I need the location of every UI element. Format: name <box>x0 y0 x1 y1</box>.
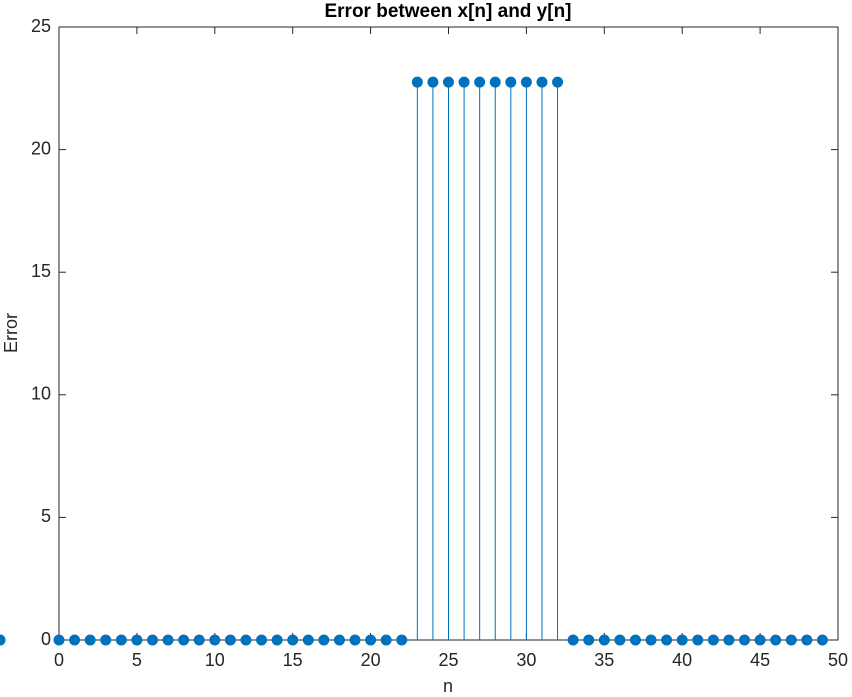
stem-marker <box>552 76 564 88</box>
stem-marker <box>396 634 408 646</box>
stem-marker <box>427 76 439 88</box>
stem-marker <box>53 634 65 646</box>
stem-marker <box>178 634 190 646</box>
stem-marker <box>692 634 704 646</box>
x-axis-label: n <box>443 676 453 696</box>
x-tick-label: 40 <box>672 650 692 670</box>
stem-marker <box>629 634 641 646</box>
stem-marker <box>100 634 112 646</box>
x-tick-label: 15 <box>283 650 303 670</box>
y-tick-label: 15 <box>31 261 51 281</box>
stem-marker <box>816 634 828 646</box>
stem-marker <box>193 634 205 646</box>
x-tick-label: 5 <box>132 650 142 670</box>
stem-marker <box>349 634 361 646</box>
x-tick-label: 50 <box>828 650 848 670</box>
stem-marker <box>458 76 470 88</box>
x-tick-label: 20 <box>361 650 381 670</box>
stem-marker <box>115 634 127 646</box>
y-tick-label: 0 <box>41 629 51 649</box>
stem-marker <box>302 634 314 646</box>
stem-marker <box>661 634 673 646</box>
y-tick-label: 20 <box>31 138 51 158</box>
x-tick-label: 25 <box>438 650 458 670</box>
stem-marker <box>676 634 688 646</box>
y-tick-label: 25 <box>31 16 51 36</box>
stem-marker <box>770 634 782 646</box>
stem-marker <box>224 634 236 646</box>
stem-marker <box>0 634 6 646</box>
stem-marker <box>645 634 657 646</box>
stem-marker <box>146 634 158 646</box>
stem-marker <box>256 634 268 646</box>
y-tick-label: 10 <box>31 384 51 404</box>
stem-marker <box>411 76 423 88</box>
stem-marker <box>443 76 454 88</box>
x-tick-label: 30 <box>516 650 536 670</box>
stem-marker <box>520 76 532 88</box>
stem-marker <box>785 634 797 646</box>
stem-marker <box>69 634 81 646</box>
stem-marker <box>801 634 813 646</box>
stem-marker <box>614 634 626 646</box>
stem-marker <box>567 634 579 646</box>
stem-marker <box>489 76 501 88</box>
stem-marker <box>287 634 299 646</box>
chart-title: Error between x[n] and y[n] <box>324 1 571 22</box>
stem-marker <box>739 634 751 646</box>
stem-marker <box>707 634 719 646</box>
x-tick-label: 35 <box>594 650 614 670</box>
stem-marker <box>505 76 517 88</box>
stem-marker <box>583 634 595 646</box>
stem-marker <box>271 634 283 646</box>
y-axis-label: Error <box>1 313 21 353</box>
x-tick-label: 10 <box>205 650 225 670</box>
stem-marker <box>333 634 345 646</box>
stem-marker <box>474 76 486 88</box>
stem-marker <box>380 634 392 646</box>
y-tick-label: 5 <box>41 506 51 526</box>
stem-marker <box>240 634 252 646</box>
stem-marker <box>754 634 766 646</box>
x-tick-label: 0 <box>54 650 64 670</box>
stem-marker <box>84 634 96 646</box>
stem-marker <box>131 634 143 646</box>
stem-marker <box>723 634 735 646</box>
stem-marker <box>365 634 377 646</box>
stem-marker <box>209 634 221 646</box>
stem-marker <box>162 634 174 646</box>
stem-marker <box>318 634 330 646</box>
stem-marker <box>536 76 548 88</box>
x-tick-label: 45 <box>750 650 770 670</box>
stem-marker <box>598 634 610 646</box>
